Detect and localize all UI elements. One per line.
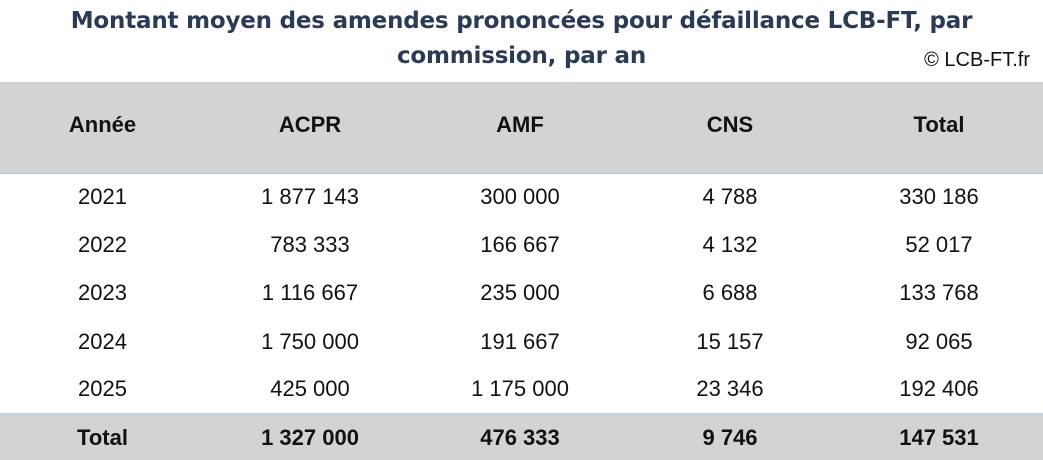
cell-acpr: 425 000	[270, 376, 350, 402]
cell-amf: 191 667	[480, 328, 560, 354]
cell-acpr: 783 333	[270, 232, 350, 258]
cell-year: 2025	[78, 376, 127, 402]
total-acpr: 1 327 000	[261, 424, 359, 450]
table-body: 2021 1 877 143 300 000 4 788 330 186 202…	[0, 173, 1043, 414]
column-header-year: Année	[68, 112, 137, 138]
cell-cns: 6 688	[702, 280, 758, 306]
table-row: 2023 1 116 667 235 000 6 688 133 768	[0, 269, 1043, 317]
cell-cns: 15 157	[696, 328, 764, 354]
total-label: Total	[77, 424, 128, 450]
cell-year: 2022	[78, 232, 127, 258]
column-header-acpr: ACPR	[278, 112, 342, 138]
total-total: 147 531	[899, 424, 979, 450]
table-title: Montant moyen des amendes prononcées pou…	[70, 8, 973, 69]
cell-acpr: 1 750 000	[261, 328, 359, 354]
total-amf: 476 333	[480, 424, 560, 450]
table-row: 2022 783 333 166 667 4 132 52 017	[0, 221, 1043, 269]
cell-amf: 235 000	[480, 280, 560, 306]
column-header-cns: CNS	[706, 112, 754, 138]
table-row: 2024 1 750 000 191 667 15 157 92 065	[0, 318, 1043, 366]
fines-table: Année ACPR AMF CNS Total 2021 1 877 143 …	[0, 82, 1043, 460]
cell-total: 92 065	[905, 328, 973, 354]
total-row: Total 1 327 000 476 333 9 746 147 531	[0, 413, 1043, 460]
cell-cns: 4 132	[702, 232, 758, 258]
cell-year: 2023	[78, 280, 127, 306]
copyright-notice: © LCB-FT.fr	[924, 49, 1030, 71]
column-header-amf: AMF	[496, 112, 544, 138]
cell-amf: 166 667	[480, 232, 560, 258]
cell-total: 192 406	[899, 376, 979, 402]
cell-total: 133 768	[899, 280, 979, 306]
table-row: 2025 425 000 1 175 000 23 346 192 406	[0, 366, 1043, 414]
title-block: Montant moyen des amendes prononcées pou…	[0, 0, 1043, 82]
table-row: 2021 1 877 143 300 000 4 788 330 186	[0, 173, 1043, 221]
column-header-total: Total	[913, 112, 965, 138]
cell-cns: 23 346	[696, 376, 764, 402]
cell-acpr: 1 116 667	[261, 280, 359, 306]
cell-year: 2021	[78, 184, 127, 210]
table-footer: Total 1 327 000 476 333 9 746 147 531	[0, 413, 1043, 460]
cell-amf: 300 000	[480, 184, 560, 210]
cell-amf: 1 175 000	[471, 376, 569, 402]
cell-total: 330 186	[899, 184, 979, 210]
cell-cns: 4 788	[702, 184, 758, 210]
header-row: Année ACPR AMF CNS Total	[0, 82, 1043, 173]
cell-total: 52 017	[905, 232, 973, 258]
cell-year: 2024	[78, 328, 127, 354]
table-header: Année ACPR AMF CNS Total	[0, 82, 1043, 173]
total-cns: 9 746	[702, 424, 758, 450]
cell-acpr: 1 877 143	[261, 184, 359, 210]
